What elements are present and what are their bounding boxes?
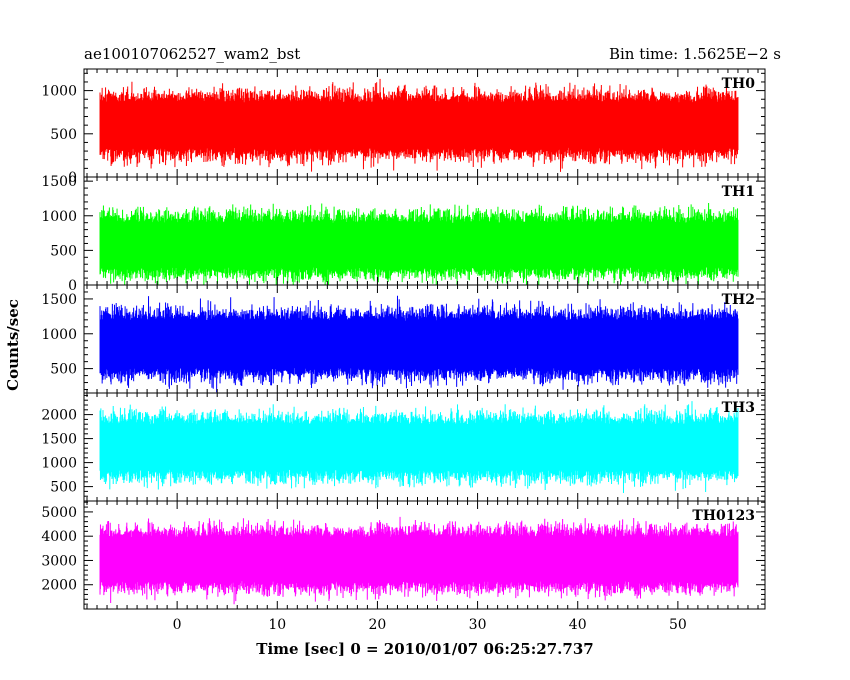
panel-th2: 500 1000 1500 TH2 (41, 284, 766, 394)
y-tick-label: 1500 (41, 174, 77, 190)
panel-frame (83, 500, 766, 610)
chart-title: ae100107062527_wam2_bst (84, 45, 300, 63)
y-tick-label: 0 (68, 170, 77, 186)
panels-group: 0 500 1000 TH0 0 500 1000 1500 TH1 500 1000 1500 TH2… (41, 68, 766, 610)
series-th1 (99, 202, 739, 285)
y-tick-label: 500 (50, 243, 77, 259)
y-tick-label: 1500 (41, 432, 77, 448)
x-axis-title: Time [sec] 0 = 2010/01/07 06:25:27.737 (256, 640, 593, 658)
y-tick-label: 1000 (41, 327, 77, 343)
y-tick-label: 500 (50, 480, 77, 496)
panel-label: TH0 (722, 76, 756, 92)
y-tick-label: 1000 (41, 209, 77, 225)
x-tick-label: 40 (569, 617, 587, 633)
x-tick-label: 50 (669, 617, 687, 633)
y-tick-label: 1000 (41, 84, 77, 100)
y-tick-label: 3000 (41, 553, 77, 569)
y-tick-label: 5000 (41, 505, 77, 521)
panel-label: TH0123 (692, 508, 755, 524)
y-tick-label: 2000 (41, 578, 77, 594)
x-axis: 0 10 20 30 40 50 (173, 617, 687, 633)
panel-label: TH1 (722, 184, 755, 200)
bin-time-label: Bin time: 1.5625E−2 s (609, 45, 781, 63)
panel-th0: 0 500 1000 TH0 (41, 68, 766, 186)
y-tick-label: 2000 (41, 408, 77, 424)
series-th2 (99, 295, 739, 393)
y-tick-label: 4000 (41, 529, 77, 545)
panel-th0123: 2000 3000 4000 5000 TH0123 (41, 500, 766, 610)
panel-label: TH2 (722, 292, 755, 308)
panel-label: TH3 (722, 400, 755, 416)
x-tick-label: 0 (173, 617, 182, 633)
series-th0123 (99, 516, 739, 605)
y-axis-title: Counts/sec (4, 299, 22, 391)
y-tick-label: 500 (50, 127, 77, 143)
x-tick-label: 20 (369, 617, 387, 633)
series-th3 (99, 401, 739, 494)
x-tick-label: 10 (268, 617, 286, 633)
panel-th3: 500 1000 1500 2000 TH3 (41, 392, 766, 502)
x-tick-label: 30 (469, 617, 487, 633)
y-tick-label: 1500 (41, 292, 77, 308)
panel-th1: 0 500 1000 1500 TH1 (41, 174, 766, 294)
y-tick-label: 500 (50, 362, 77, 378)
series-th0 (99, 78, 739, 172)
y-tick-label: 1000 (41, 456, 77, 472)
y-tick-label: 0 (68, 278, 77, 294)
